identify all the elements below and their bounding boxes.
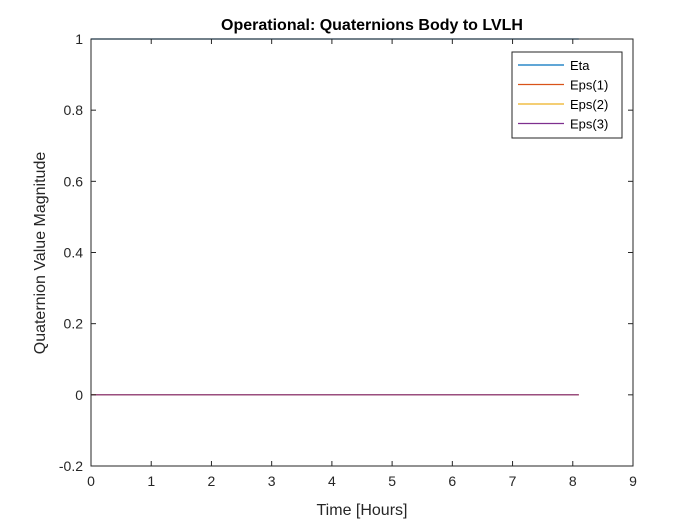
legend-entry-label: Eta <box>570 58 590 73</box>
x-tick-label: 9 <box>629 473 637 489</box>
x-tick-label: 6 <box>448 473 456 489</box>
x-tick-label: 4 <box>328 473 336 489</box>
y-tick-label: 0.4 <box>64 245 84 261</box>
axes-layer: 0 1 2 3 4 5 6 7 8 9-0.200.20.40.60.81 <box>59 31 637 489</box>
x-tick-label: 3 <box>268 473 276 489</box>
x-tick-label: 5 <box>388 473 396 489</box>
y-tick-label: 0.2 <box>64 316 84 332</box>
legend-entry-label: Eps(1) <box>570 78 608 93</box>
y-tick-label: 0.6 <box>64 173 84 189</box>
x-tick-label: 7 <box>509 473 517 489</box>
x-axis-label: Time [Hours] <box>317 502 408 519</box>
x-tick-label: 2 <box>208 473 216 489</box>
y-tick-label: 0.8 <box>64 102 84 118</box>
x-tick-label: 0 <box>87 473 95 489</box>
x-tick-label: 8 <box>569 473 577 489</box>
chart-title: Operational: Quaternions Body to LVLH <box>221 17 523 34</box>
y-tick-label: 0 <box>75 387 83 403</box>
y-axis-label: Quaternion Value Magnitude <box>32 152 49 355</box>
legend-entry-label: Eps(3) <box>570 117 608 132</box>
legend[interactable]: Eta Eps(1) Eps(2) Eps(3) <box>511 51 623 139</box>
x-tick-label: 1 <box>147 473 155 489</box>
legend-entry-label: Eps(2) <box>570 97 608 112</box>
y-tick-label: 1 <box>75 31 83 47</box>
y-tick-label: -0.2 <box>59 458 83 474</box>
